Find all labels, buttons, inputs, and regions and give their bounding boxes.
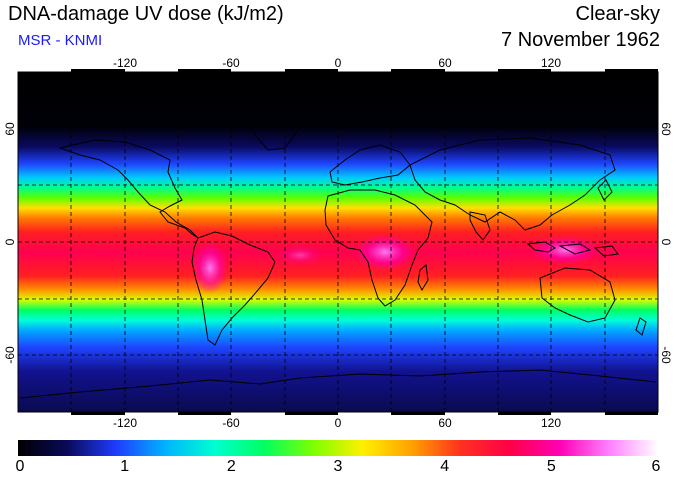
lat-label: 0: [3, 238, 17, 245]
lon-label: 0: [335, 56, 342, 70]
lon-label: -60: [222, 56, 240, 70]
lon-label: 0: [335, 416, 342, 430]
lat-labels-right: 60 0 -60: [659, 122, 673, 364]
australia-coast: [539, 267, 616, 323]
frame-ticks: [71, 69, 658, 415]
madagascar-coast: [417, 264, 429, 292]
africa-hotspot: [355, 234, 415, 270]
greenland-coast: [244, 104, 301, 151]
colorbar-tick-label: 1: [120, 458, 130, 475]
graticule: [18, 72, 658, 412]
north-america-coast: [58, 139, 199, 239]
japan-coast: [597, 179, 613, 201]
europe-coast: [329, 144, 411, 186]
andes-hotspot: [192, 242, 228, 294]
lon-label: 60: [438, 56, 452, 70]
asia-coast: [409, 137, 616, 231]
lon-label: 60: [438, 416, 452, 430]
lat-label: -60: [3, 346, 17, 364]
colorbar-tick-label: 5: [546, 458, 556, 475]
colorbar-tick-label: 4: [440, 458, 450, 475]
colorbar-tick-label: 6: [651, 458, 661, 475]
lat-label: 60: [659, 122, 673, 136]
lon-label: -60: [222, 416, 240, 430]
new-zealand-coast: [635, 317, 647, 336]
lon-label: 120: [541, 416, 561, 430]
africa-coast: [324, 189, 433, 307]
indonesia-coast: [526, 241, 619, 257]
map-title: DNA-damage UV dose (kJ/m2): [8, 3, 284, 25]
colorbar-tick-label: 3: [333, 458, 343, 475]
south-america-coast: [191, 231, 276, 346]
lat-label: -60: [659, 346, 673, 364]
lat-label: 0: [659, 239, 673, 246]
india-coast: [469, 211, 491, 241]
source-label: MSR - KNMI: [18, 32, 103, 49]
lon-label: -120: [113, 56, 137, 70]
colorbar: [18, 440, 658, 456]
colorbar-tick-label: 2: [226, 458, 236, 475]
lon-labels-top: -120 -60 0 60 120: [113, 56, 561, 70]
atlantic-hotspot: [278, 245, 322, 265]
antarctica-coast: [19, 369, 657, 399]
lon-labels-bottom: -120 -60 0 60 120: [113, 416, 561, 430]
sky-condition-label: Clear-sky: [575, 3, 660, 25]
lat-label: 60: [3, 122, 17, 136]
indonesia-hotspot: [531, 236, 599, 264]
lon-label: -120: [113, 416, 137, 430]
date-label: 7 November 1962: [501, 29, 660, 51]
lat-labels-left: 60 0 -60: [3, 122, 17, 364]
colorbar-tick-label: 0: [15, 458, 25, 475]
lon-label: 120: [541, 56, 561, 70]
coastlines: [19, 104, 657, 399]
